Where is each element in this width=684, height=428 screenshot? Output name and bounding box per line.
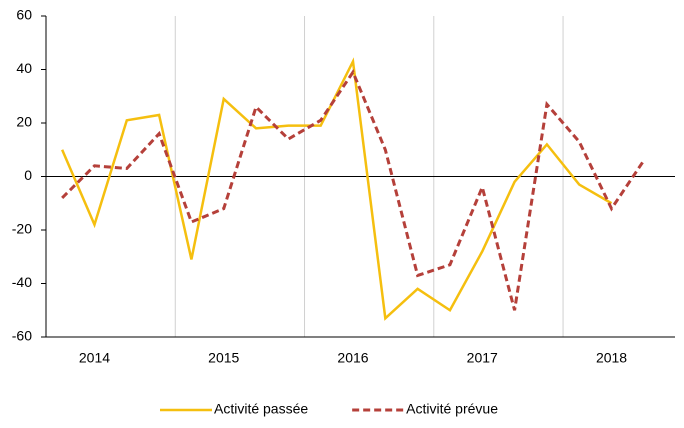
y-tick-label: 20 [16,114,32,130]
x-tick-label: 2014 [79,350,110,366]
y-tick-label: -20 [12,221,32,237]
y-tick-label: -60 [12,328,32,344]
y-tick-label: 0 [24,167,32,183]
legend-label: Activité passée [214,401,308,417]
y-tick-label: 40 [16,60,32,76]
series-line [61,57,613,321]
y-tick-label: -40 [12,274,32,290]
x-tick-label: 2017 [467,350,498,366]
x-tick-label: 2015 [208,350,239,366]
y-tick-label: 60 [16,7,32,23]
x-tick-label: 2018 [596,350,627,366]
x-tick-label: 2016 [337,350,368,366]
legend-label: Activité prévue [406,401,498,417]
series-line [61,69,646,311]
